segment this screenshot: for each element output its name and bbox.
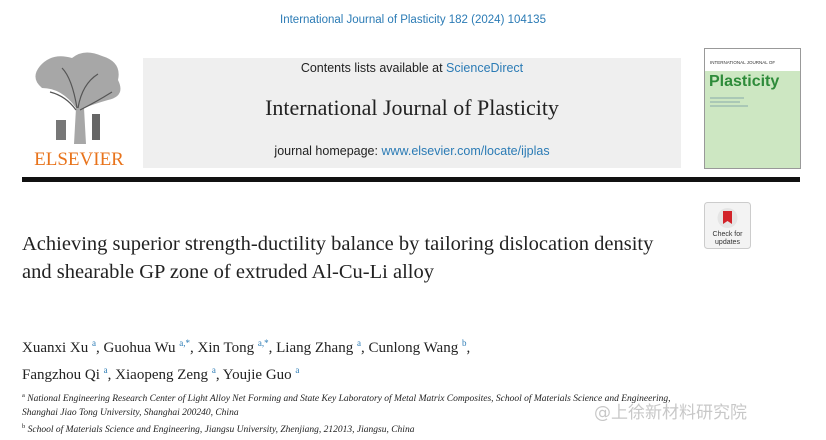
- journal-box: Contents lists available at ScienceDirec…: [143, 58, 681, 168]
- author: Xuanxi Xu a: [22, 338, 104, 356]
- affil-text: National Engineering Research Center of …: [22, 394, 671, 418]
- author: Youjie Guo a: [222, 365, 300, 383]
- homepage-prefix: journal homepage:: [274, 144, 378, 158]
- author-name: Cunlong Wang: [368, 340, 459, 356]
- sciencedirect-link[interactable]: ScienceDirect: [446, 61, 524, 75]
- citation[interactable]: International Journal of Plasticity 182 …: [280, 14, 546, 26]
- article-title: Achieving superior strength-ductility ba…: [22, 233, 654, 283]
- author-name: Youjie Guo: [222, 367, 292, 383]
- author-affil[interactable]: a: [103, 365, 108, 375]
- affiliations: a National Engineering Research Center o…: [22, 389, 684, 438]
- author: Cunlong Wang b: [368, 338, 470, 356]
- watermark: @上徐新材料研究院: [594, 403, 747, 423]
- author: Xiaopeng Zeng a: [115, 365, 223, 383]
- author-list: Xuanxi Xu aGuohua Wu a,*Xin Tong a,*Lian…: [22, 332, 470, 386]
- journal-name: International Journal of Plasticity: [265, 95, 559, 120]
- affil-text: School of Materials Science and Engineer…: [27, 425, 415, 435]
- homepage-line: journal homepage: www.elsevier.com/locat…: [143, 144, 681, 158]
- journal-cover: INTERNATIONAL JOURNAL OF Plasticity: [704, 48, 801, 169]
- author-affil[interactable]: b: [461, 338, 467, 348]
- author-name: Liang Zhang: [276, 340, 354, 356]
- affiliation: a National Engineering Research Center o…: [22, 389, 684, 420]
- cover-top: INTERNATIONAL JOURNAL OF: [710, 60, 775, 65]
- publisher: ELSEVIER: [34, 149, 124, 170]
- contents-prefix: Contents lists available at: [300, 61, 443, 75]
- author-affil[interactable]: a: [211, 365, 216, 375]
- author-name: Xiaopeng Zeng: [115, 367, 209, 383]
- check-updates-badge[interactable]: Check for updates: [704, 202, 751, 249]
- author-name: Fangzhou Qi: [22, 367, 100, 383]
- homepage-link[interactable]: www.elsevier.com/locate/ijplas: [381, 144, 550, 158]
- affil-marker: a: [22, 392, 25, 399]
- author-affil[interactable]: a: [295, 365, 300, 375]
- author: Guohua Wu a,*: [103, 338, 198, 356]
- elsevier-logo: ELSEVIER: [32, 48, 126, 170]
- author-name: Xin Tong: [197, 340, 255, 356]
- author: Xin Tong a,*: [197, 338, 277, 356]
- contents-line: Contents lists available at ScienceDirec…: [143, 61, 681, 75]
- author-affil[interactable]: a: [92, 338, 96, 348]
- author-affil[interactable]: a,*: [257, 338, 269, 348]
- affiliation: b School of Materials Science and Engine…: [22, 420, 684, 438]
- author-name: Xuanxi Xu: [22, 340, 89, 356]
- author: Fangzhou Qi a: [22, 365, 115, 383]
- cover-title: Plasticity: [709, 73, 779, 90]
- author-name: Guohua Wu: [103, 340, 176, 356]
- header-rule: [22, 177, 800, 182]
- author-affil[interactable]: a,*: [179, 338, 191, 348]
- badge-line2: updates: [715, 239, 740, 246]
- badge-line1: Check for: [713, 231, 744, 238]
- affil-marker: b: [22, 423, 26, 430]
- author-affil[interactable]: a: [356, 338, 361, 348]
- author: Liang Zhang a: [276, 338, 368, 356]
